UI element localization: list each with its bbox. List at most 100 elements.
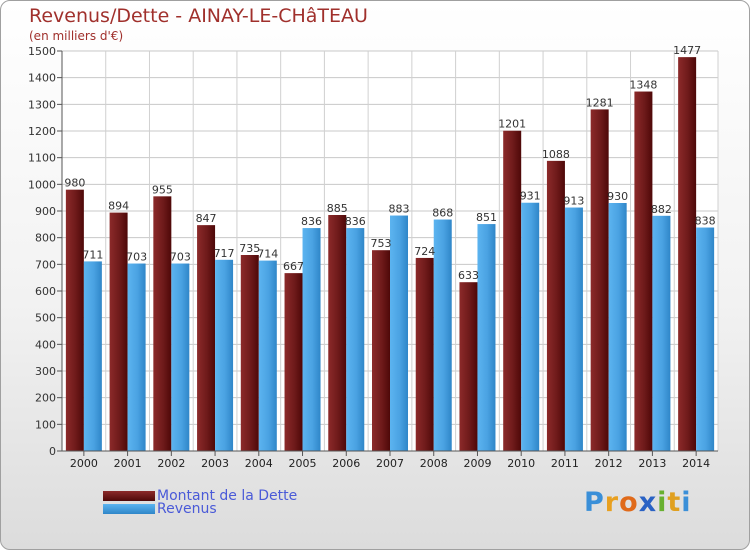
bar-revenus xyxy=(477,224,496,451)
bar-dette xyxy=(546,160,565,451)
y-tick-label: 1100 xyxy=(28,152,56,165)
x-tick-label: 2007 xyxy=(376,457,404,470)
data-label-revenus: 930 xyxy=(607,190,628,203)
data-label-revenus: 868 xyxy=(432,207,453,220)
proxiti-logo: Proxiti xyxy=(584,487,692,518)
y-tick-label: 200 xyxy=(35,392,56,405)
y-tick-label: 100 xyxy=(35,418,56,431)
logo-letter: i xyxy=(657,487,668,518)
x-tick-label: 2012 xyxy=(595,457,623,470)
y-tick-label: 700 xyxy=(35,258,56,271)
logo-letter: t xyxy=(667,487,682,518)
x-tick-label: 2005 xyxy=(289,457,317,470)
x-tick-label: 2002 xyxy=(157,457,185,470)
axes: 0 100 200 300 400 500 600 700 800 900 1000 1100 1200… xyxy=(28,45,718,470)
data-label-dette: 724 xyxy=(414,245,435,258)
x-tick-label: 2014 xyxy=(682,457,710,470)
bar-revenus xyxy=(608,203,627,451)
bar-revenus xyxy=(696,227,715,451)
bar-dette xyxy=(415,257,434,451)
bars xyxy=(65,57,715,452)
bar-dette xyxy=(634,91,653,452)
data-label-revenus: 703 xyxy=(126,251,147,264)
y-tick-label: 300 xyxy=(35,365,56,378)
bar-dette xyxy=(372,250,390,451)
bar-revenus xyxy=(433,219,452,451)
legend-item-dette: Montant de la Dette xyxy=(103,487,297,505)
bar-dette xyxy=(328,215,347,451)
x-tick-label: 2006 xyxy=(332,457,360,470)
data-label-dette: 1088 xyxy=(542,148,570,161)
bar-dette xyxy=(197,225,216,451)
bar-dette xyxy=(678,57,697,452)
legend-label-dette: Montant de la Dette xyxy=(157,488,298,504)
logo-letter: P xyxy=(584,487,605,518)
bar-revenus xyxy=(302,228,321,451)
y-tick-label: 800 xyxy=(35,232,56,245)
bar-revenus xyxy=(215,259,234,451)
bar-revenus xyxy=(83,261,102,451)
data-label-revenus: 883 xyxy=(389,203,410,216)
data-label-dette: 667 xyxy=(283,260,304,273)
data-label-revenus: 717 xyxy=(214,247,235,260)
y-tick-label: 1300 xyxy=(28,98,56,111)
bar-revenus xyxy=(346,228,365,451)
bar-revenus xyxy=(521,202,540,451)
legend-item-revenus: Revenus xyxy=(103,500,217,518)
x-tick-label: 2010 xyxy=(507,457,535,470)
bar-revenus xyxy=(258,260,277,451)
bar-revenus xyxy=(171,263,190,451)
data-label-revenus: 711 xyxy=(82,248,103,261)
bar-dette xyxy=(153,196,172,451)
data-label-dette: 633 xyxy=(458,269,479,282)
logo-letter: x xyxy=(638,487,658,518)
y-tick-label: 900 xyxy=(35,205,56,218)
data-label-revenus: 836 xyxy=(345,215,366,228)
data-label-revenus: 703 xyxy=(170,251,191,264)
data-label-revenus: 931 xyxy=(520,190,541,203)
data-label-revenus: 913 xyxy=(563,195,584,208)
data-label-dette: 885 xyxy=(327,202,348,215)
bar-dette xyxy=(590,109,609,452)
logo-letter: r xyxy=(604,487,620,518)
chart-subtitle: (en milliers d'€) xyxy=(29,29,124,43)
data-label-revenus: 836 xyxy=(301,215,322,228)
logo-letter: o xyxy=(619,487,639,518)
y-tick-label: 1500 xyxy=(28,45,56,58)
bar-revenus xyxy=(127,263,146,451)
x-tick-label: 2001 xyxy=(114,457,142,470)
y-tick-label: 600 xyxy=(35,285,56,298)
data-label-revenus: 851 xyxy=(476,211,497,224)
bar-dette xyxy=(240,255,259,451)
x-tick-label: 2004 xyxy=(245,457,273,470)
x-tick-label: 2011 xyxy=(551,457,579,470)
data-label-dette: 1281 xyxy=(586,96,614,109)
y-tick-label: 0 xyxy=(49,445,56,458)
bar-revenus xyxy=(564,207,583,451)
bar-dette xyxy=(503,130,522,451)
data-label-dette: 1477 xyxy=(673,44,701,57)
y-tick-label: 400 xyxy=(35,338,56,351)
bar-dette xyxy=(459,282,478,451)
bar-dette xyxy=(284,273,303,451)
data-label-dette: 894 xyxy=(108,200,129,213)
y-tick-label: 500 xyxy=(35,312,56,325)
data-label-dette: 1348 xyxy=(629,79,657,92)
x-tick-label: 2008 xyxy=(420,457,448,470)
data-label-dette: 753 xyxy=(371,237,392,250)
data-label-revenus: 714 xyxy=(257,248,278,261)
data-label-dette: 1201 xyxy=(498,118,526,131)
legend-swatch-dette xyxy=(103,491,155,501)
y-tick-label: 1400 xyxy=(28,72,56,85)
x-tick-label: 2003 xyxy=(201,457,229,470)
y-tick-label: 1000 xyxy=(28,178,56,191)
chart-title: Revenus/Dette - AINAY-LE-CHâTEAU xyxy=(29,5,368,27)
bar-dette xyxy=(65,189,84,451)
x-tick-label: 2013 xyxy=(638,457,666,470)
data-label-dette: 847 xyxy=(196,212,217,225)
x-tick-label: 2009 xyxy=(463,457,491,470)
bar-dette xyxy=(109,212,128,451)
